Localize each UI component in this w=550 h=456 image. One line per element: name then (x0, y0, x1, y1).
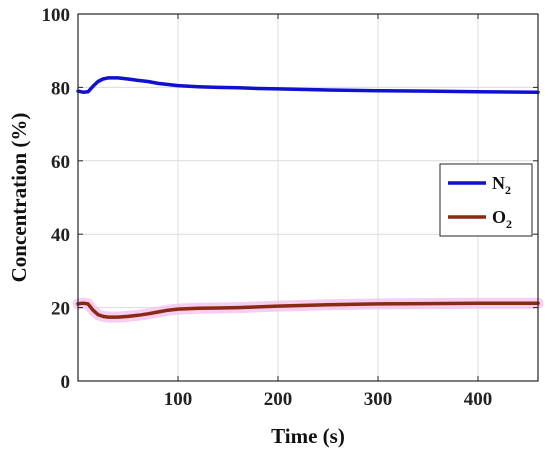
legend-box (439, 163, 533, 237)
legend-label: N2 (492, 173, 511, 197)
y-tick-label: 20 (51, 299, 70, 320)
y-tick-label: 100 (42, 5, 71, 26)
y-tick-label: 0 (61, 372, 71, 393)
plot-area: 100 200 300 400 0 20 40 60 80 100 (42, 5, 544, 410)
x-tick-label: 400 (464, 389, 493, 410)
series-0-line (76, 76, 540, 94)
legend-label: O2 (492, 207, 512, 231)
y-axis-title: Concentration (%) (7, 113, 31, 283)
y-tick-label: 60 (51, 152, 70, 173)
x-tick-label: 300 (364, 389, 393, 410)
x-axis-title: Time (s) (271, 424, 345, 448)
x-tick-label: 200 (264, 389, 293, 410)
series-1-line (76, 301, 540, 319)
y-tick-label: 80 (51, 78, 70, 99)
axes-frame (77, 13, 539, 382)
y-tick-label: 40 (51, 225, 70, 246)
x-tick-label: 100 (164, 389, 193, 410)
